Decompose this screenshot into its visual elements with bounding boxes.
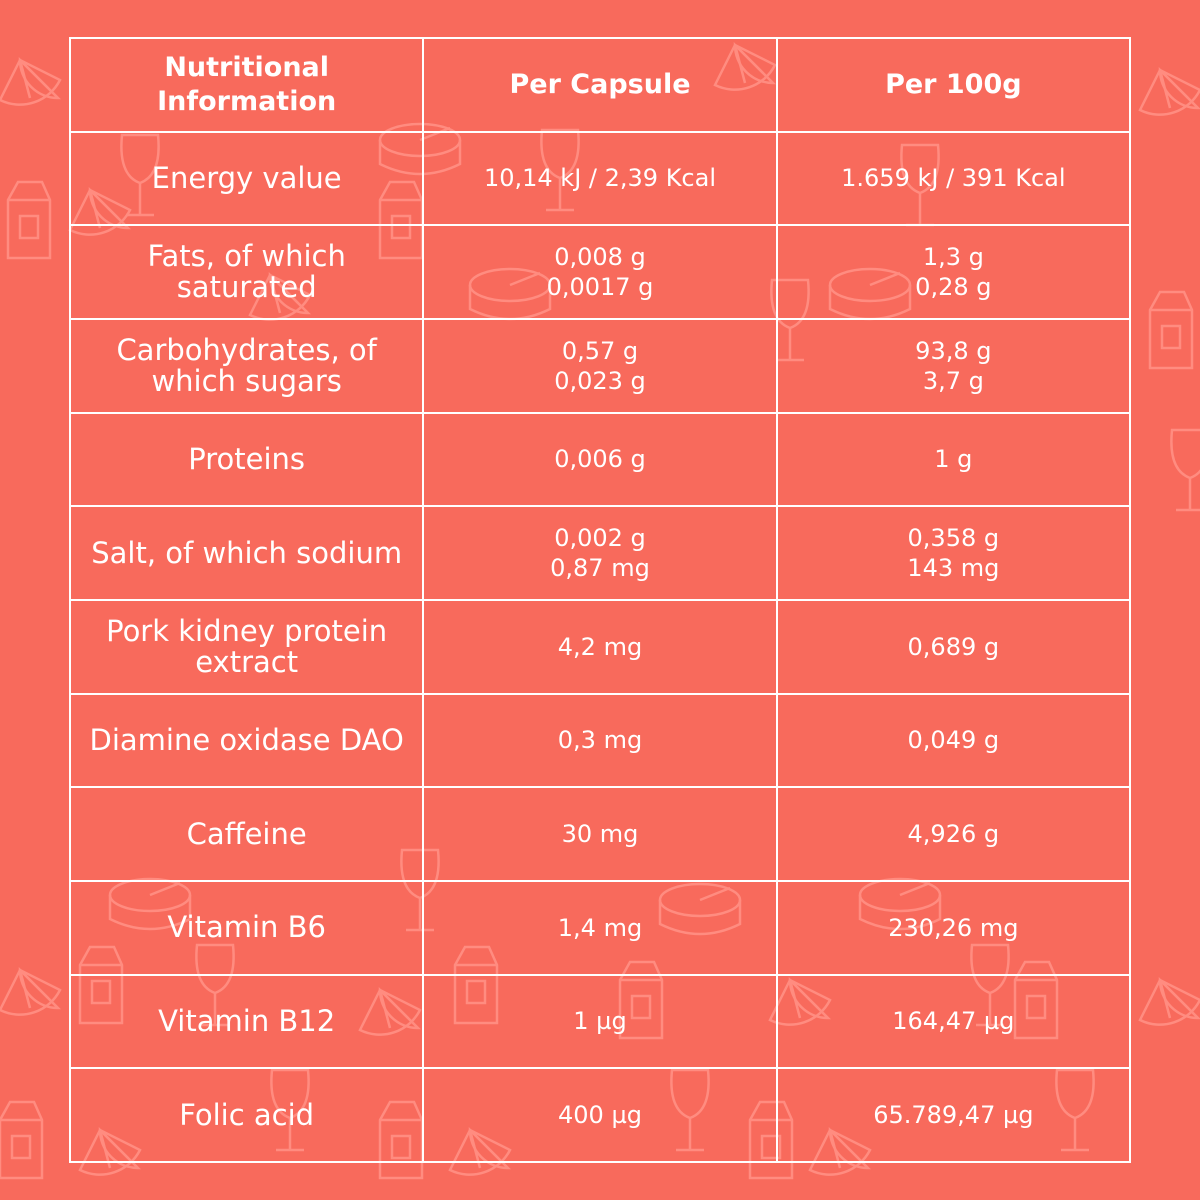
value-line: 0,28 g <box>915 273 992 302</box>
per-100g-value: 0,358 g 143 mg <box>775 505 1132 601</box>
table-row: Diamine oxidase DAO 0,3 mg 0,049 g <box>68 692 1132 789</box>
nutrient-label: Caffeine <box>68 786 425 882</box>
value-line: 30 mg <box>561 820 639 849</box>
table-row: Folic acid 400 µg 65.789,47 µg <box>68 1067 1132 1163</box>
value-line: 143 mg <box>907 554 1000 583</box>
value-line: 0,049 g <box>907 726 1000 755</box>
per-capsule-value: 0,006 g <box>422 411 778 508</box>
value-line: 1,3 g <box>922 243 984 272</box>
value-line: 1 g <box>934 445 973 474</box>
per-capsule-value: 10,14 kJ / 2,39 Kcal <box>422 130 778 227</box>
table-row: Caffeine 30 mg 4,926 g <box>68 786 1132 882</box>
per-capsule-value: 400 µg <box>422 1067 778 1163</box>
value-line: 0,3 mg <box>557 726 643 755</box>
value-line: 10,14 kJ / 2,39 Kcal <box>483 164 716 193</box>
per-capsule-value: 30 mg <box>422 786 778 882</box>
value-line: 1,4 mg <box>557 913 643 942</box>
per-100g-value: 1,3 g 0,28 g <box>775 224 1132 320</box>
table-row: Salt, of which sodium 0,002 g 0,87 mg 0,358… <box>68 505 1132 601</box>
header-per-capsule: Per Capsule <box>422 37 778 133</box>
value-line: 1 µg <box>573 1007 627 1036</box>
value-line: 400 µg <box>558 1101 642 1130</box>
per-capsule-value: 0,57 g 0,023 g <box>422 317 778 414</box>
value-line: 0,023 g <box>554 366 646 395</box>
value-line: 4,2 mg <box>557 632 643 661</box>
value-line: 1.659 kJ / 391 Kcal <box>841 164 1066 193</box>
header-row: Nutritional Information Per Capsule Per … <box>68 37 1132 133</box>
per-100g-value: 164,47 µg <box>775 973 1132 1070</box>
per-capsule-value: 0,002 g 0,87 mg <box>422 505 778 601</box>
value-line: 230,26 mg <box>888 913 1019 942</box>
per-capsule-value: 4,2 mg <box>422 598 778 695</box>
nutrient-label: Carbohydrates, of which sugars <box>68 317 425 414</box>
per-capsule-value: 0,008 g 0,0017 g <box>422 224 778 320</box>
value-line: 0,0017 g <box>546 273 654 302</box>
per-100g-value: 230,26 mg <box>775 879 1132 976</box>
nutrient-label: Vitamin B6 <box>68 879 425 976</box>
per-100g-value: 0,689 g <box>775 598 1132 695</box>
nutrient-label: Vitamin B12 <box>68 973 425 1070</box>
value-line: 164,47 µg <box>892 1007 1015 1036</box>
nutrient-label: Proteins <box>68 411 425 508</box>
nutrient-label: Salt, of which sodium <box>68 505 425 601</box>
table-row: Vitamin B6 1,4 mg 230,26 mg <box>68 879 1132 976</box>
header-per-100g: Per 100g <box>775 37 1132 133</box>
per-capsule-value: 1 µg <box>422 973 778 1070</box>
nutrient-label: Pork kidney protein extract <box>68 598 425 695</box>
table-row: Carbohydrates, of which sugars 0,57 g 0,02… <box>68 317 1132 414</box>
value-line: 3,7 g <box>922 366 984 395</box>
value-line: 0,87 mg <box>550 554 650 583</box>
per-100g-value: 1.659 kJ / 391 Kcal <box>775 130 1132 227</box>
nutrient-label: Diamine oxidase DAO <box>68 692 425 789</box>
value-line: 4,926 g <box>907 820 1000 849</box>
header-nutritional-information: Nutritional Information <box>68 37 425 133</box>
per-100g-value: 4,926 g <box>775 786 1132 882</box>
per-100g-value: 93,8 g 3,7 g <box>775 317 1132 414</box>
nutrient-label: Fats, of which saturated <box>68 224 425 320</box>
value-line: 0,358 g <box>907 524 1000 553</box>
value-line: 0,006 g <box>554 445 646 474</box>
per-100g-value: 0,049 g <box>775 692 1132 789</box>
nutrient-label: Folic acid <box>68 1067 425 1163</box>
per-100g-value: 1 g <box>775 411 1132 508</box>
table-row: Energy value 10,14 kJ / 2,39 Kcal 1.659 kJ… <box>68 130 1132 227</box>
value-line: 0,002 g <box>554 524 646 553</box>
per-capsule-value: 0,3 mg <box>422 692 778 789</box>
per-capsule-value: 1,4 mg <box>422 879 778 976</box>
value-line: 93,8 g <box>915 336 992 365</box>
table-row: Pork kidney protein extract 4,2 mg 0,689 g <box>68 598 1132 695</box>
table-row: Proteins 0,006 g 1 g <box>68 411 1132 508</box>
value-line: 0,689 g <box>907 632 1000 661</box>
table-row: Vitamin B12 1 µg 164,47 µg <box>68 973 1132 1070</box>
per-100g-value: 65.789,47 µg <box>775 1067 1132 1163</box>
value-line: 0,57 g <box>561 336 639 365</box>
nutrition-table: Nutritional Information Per Capsule Per … <box>68 37 1132 1163</box>
nutrient-label: Energy value <box>68 130 425 227</box>
value-line: 0,008 g <box>554 243 646 272</box>
value-line: 65.789,47 µg <box>873 1101 1034 1130</box>
